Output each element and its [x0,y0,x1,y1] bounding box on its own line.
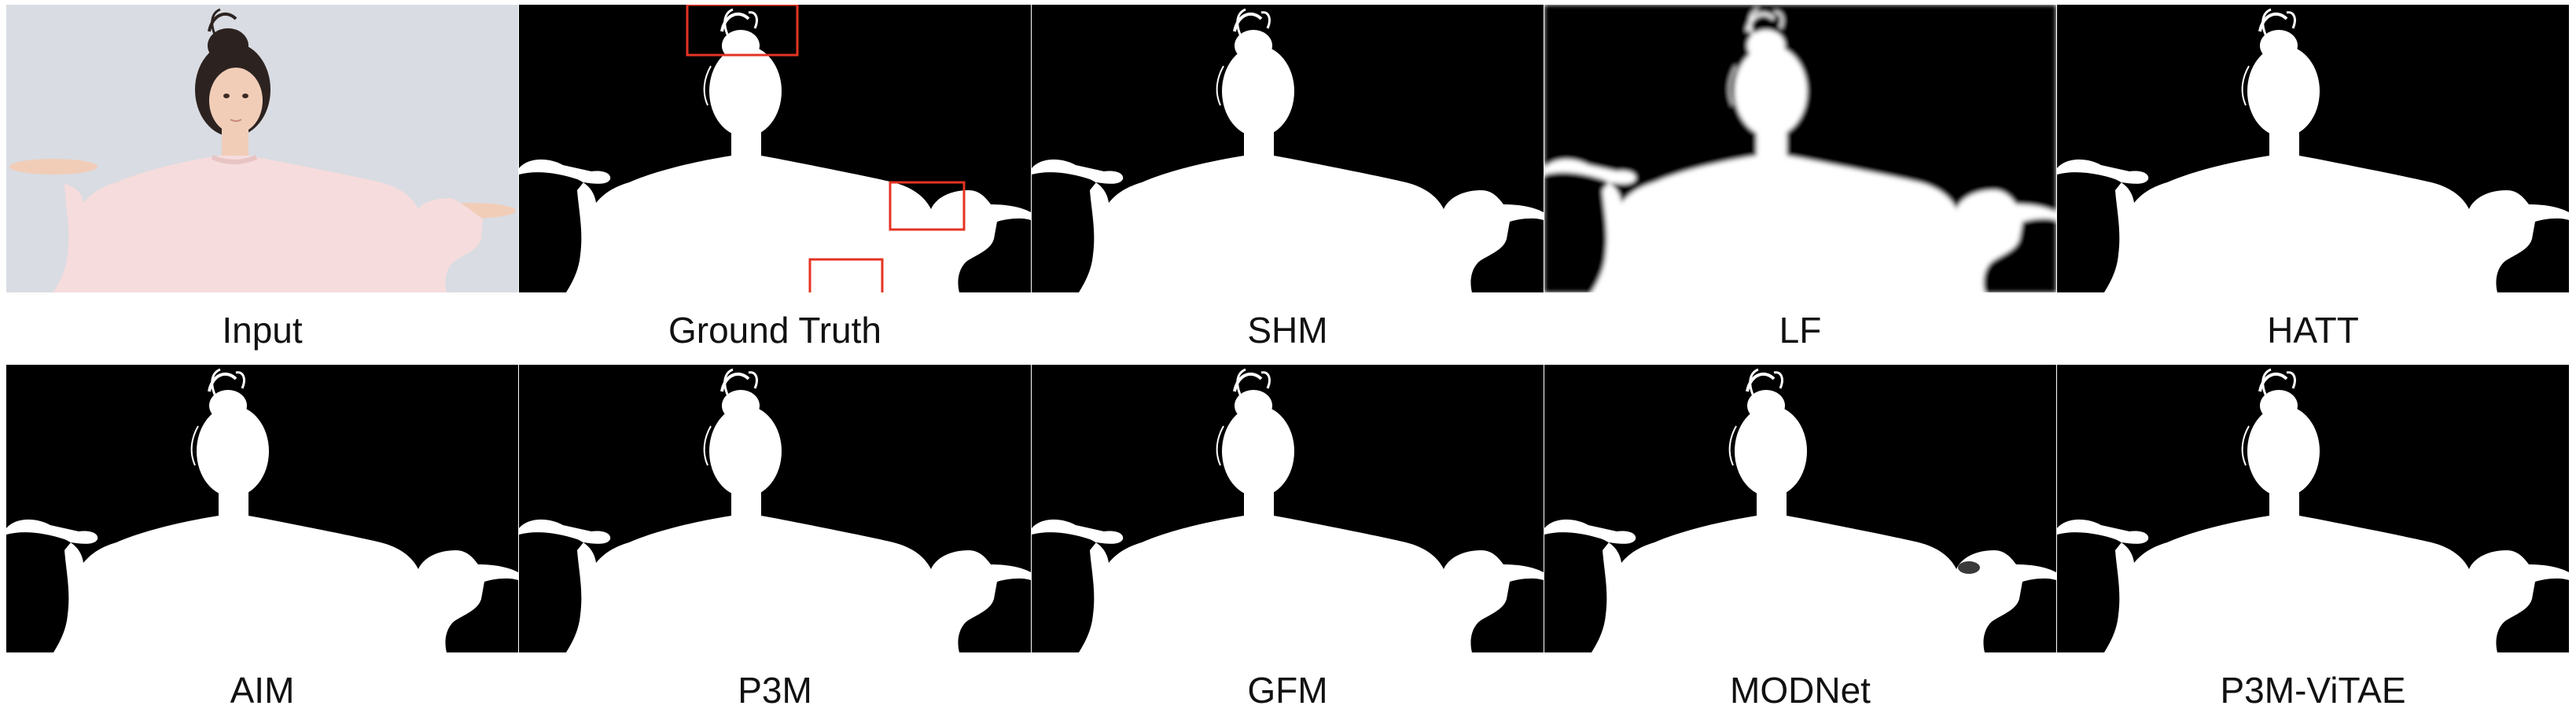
caption-hatt: HATT [2267,310,2359,351]
panel-lf [1544,5,2056,292]
panel-hatt [2057,5,2569,292]
caption-input: Input [222,310,303,351]
caption-lf: LF [1779,310,1822,351]
highlight-box-hand [889,181,966,231]
panel-gfm [1032,365,1544,652]
caption-gfm: GFM [1247,670,1328,711]
caption-modnet: MODNet [1730,670,1871,711]
highlight-box-hair [686,5,799,57]
panel-modnet [1544,365,2056,652]
input-photo [6,5,518,292]
hatt-matte [2057,5,2569,292]
p3m-vitae-matte [2057,365,2569,652]
gfm-matte [1032,365,1544,652]
panel-p3m-vitae [2057,365,2569,652]
modnet-matte [1544,365,2056,652]
aim-matte [6,365,518,652]
panel-input [6,5,518,292]
caption-shm: SHM [1247,310,1328,351]
highlight-box-sleeve [808,258,884,292]
caption-p3m: P3M [738,670,812,711]
caption-aim: AIM [230,670,295,711]
caption-p3m-vitae: P3M-ViTAE [2220,670,2406,711]
shm-matte [1032,5,1544,292]
panel-ground-truth [519,5,1031,292]
modnet-artifact [1958,561,1980,574]
panel-p3m [519,365,1031,652]
panel-aim [6,365,518,652]
panel-shm [1032,5,1544,292]
lf-matte [1544,5,2056,292]
p3m-matte [519,365,1031,652]
caption-ground-truth: Ground Truth [668,310,882,351]
ground-truth-matte [519,5,1031,292]
